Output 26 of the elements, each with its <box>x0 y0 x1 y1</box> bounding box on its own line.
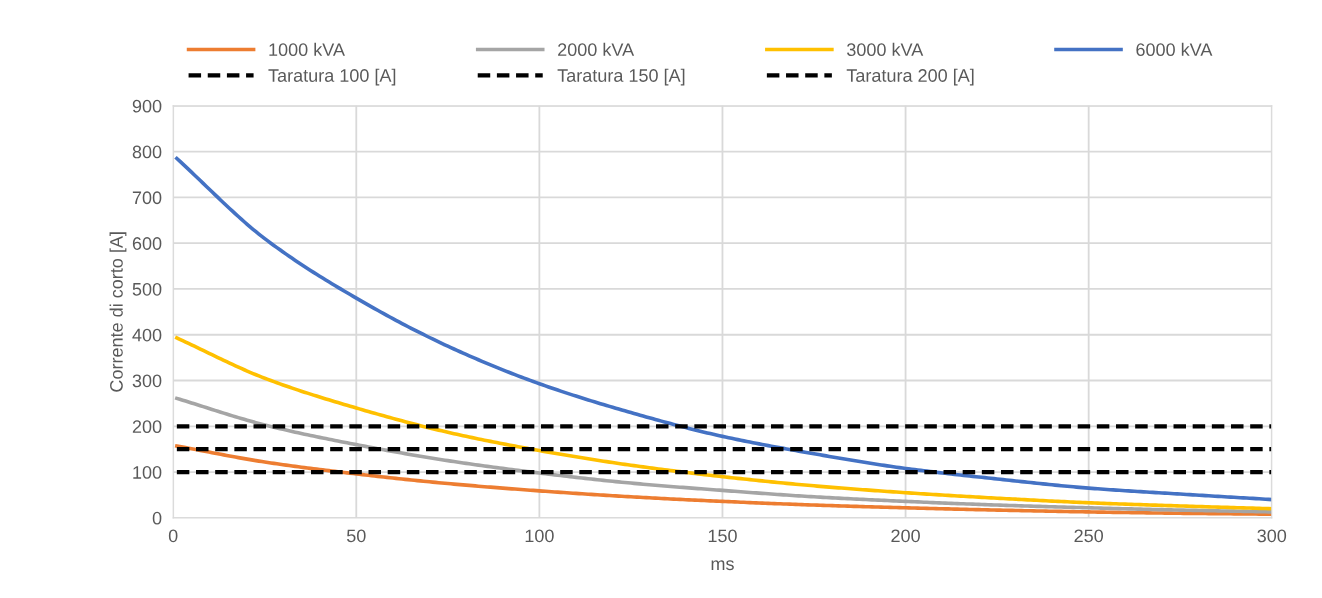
y-tick-label: 0 <box>152 511 162 525</box>
legend-label: Taratura 100 [A] <box>268 68 396 86</box>
legend-label: 6000 kVA <box>1136 42 1213 57</box>
x-tick-label: 200 <box>891 529 920 543</box>
legend-label: 3000 kVA <box>847 42 924 57</box>
y-tick-label: 700 <box>132 191 162 205</box>
legend-label: 1000 kVA <box>269 42 345 57</box>
legend-label: 2000 kVA <box>558 42 635 57</box>
x-tick-label: 50 <box>346 529 366 543</box>
legend-label: Taratura 200 [A] <box>846 68 974 86</box>
y-tick-label: 800 <box>132 145 162 159</box>
y-tick-label: 900 <box>132 99 162 113</box>
y-tick-label: 600 <box>132 237 162 250</box>
y-tick-label: 300 <box>132 374 162 388</box>
x-tick-label: 100 <box>525 529 554 543</box>
x-tick-label: 150 <box>708 529 737 543</box>
y-tick-label: 400 <box>132 328 162 342</box>
x-tick-label: 250 <box>1074 529 1104 543</box>
y-tick-label: 100 <box>133 466 162 479</box>
x-tick-label: 0 <box>168 529 178 543</box>
x-axis-title: ms <box>711 560 734 571</box>
x-tick-label: 300 <box>1257 529 1287 543</box>
y-tick-label: 500 <box>132 282 162 296</box>
y-axis-title: Corrente di corto [A] <box>109 232 127 392</box>
y-tick-label: 200 <box>132 420 162 434</box>
legend-label: Taratura 150 [A] <box>557 68 685 86</box>
